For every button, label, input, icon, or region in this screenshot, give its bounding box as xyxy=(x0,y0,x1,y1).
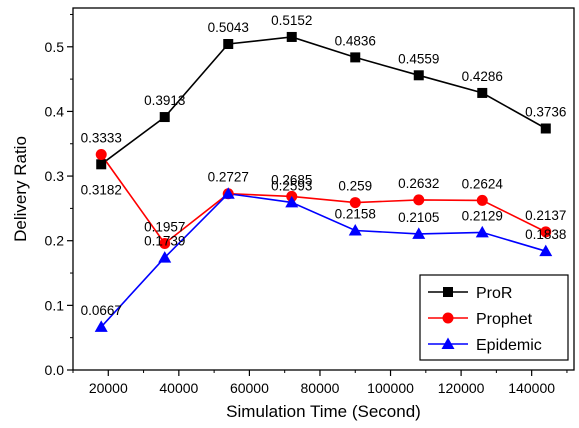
y-tick-label: 0.3 xyxy=(45,168,65,184)
series-markers xyxy=(94,31,553,332)
plot-area xyxy=(72,7,575,371)
legend-marker-pror xyxy=(443,287,453,297)
y-tick-label: 0.1 xyxy=(45,297,65,313)
data-point-epidemic xyxy=(158,251,172,263)
data-point-epidemic xyxy=(285,195,299,208)
x-tick-label: 100000 xyxy=(367,380,414,396)
data-labels: 0.3182 0.3913 0.5043 0.5152 0.4836 0.4559 0.42… xyxy=(81,13,567,318)
data-point-pror xyxy=(286,31,297,42)
legend: ProR Prophet Epidemic xyxy=(419,274,569,361)
series-line-pror xyxy=(100,36,547,165)
y-axis-title: Delivery Ratio xyxy=(11,136,30,242)
data-label-pror: 0.4286 xyxy=(462,69,503,84)
data-point-epidemic xyxy=(539,244,553,257)
data-point-prophet xyxy=(159,237,171,249)
data-label-pror: 0.3736 xyxy=(525,104,566,119)
data-label-epidemic: 0.0667 xyxy=(81,303,122,318)
data-label-prophet: 0.2137 xyxy=(525,208,566,223)
data-label-prophet: 0.2632 xyxy=(398,176,439,191)
data-label-epidemic: 0.1838 xyxy=(525,227,566,242)
x-tick-label: 20000 xyxy=(89,380,128,396)
data-label-prophet: 0.3333 xyxy=(81,131,122,146)
data-label-pror: 0.4836 xyxy=(335,33,376,48)
data-label-pror: 0.4559 xyxy=(398,51,439,66)
data-point-pror xyxy=(223,39,234,50)
data-label-prophet: 0.2727 xyxy=(208,170,249,185)
data-point-epidemic xyxy=(221,187,235,199)
x-tick-label: 80000 xyxy=(301,380,340,396)
data-point-pror xyxy=(540,123,551,134)
data-point-epidemic xyxy=(412,227,426,239)
x-tick-label: 60000 xyxy=(230,380,269,396)
data-label-epidemic: 0.1739 xyxy=(144,234,185,249)
data-label-prophet: 0.2624 xyxy=(462,176,504,191)
y-tick-label: 0.4 xyxy=(45,103,65,119)
legend-label-pror: ProR xyxy=(476,285,512,302)
data-point-pror xyxy=(96,159,107,170)
data-label-pror: 0.5152 xyxy=(271,13,312,28)
legend-marker-epidemic xyxy=(441,337,455,349)
data-point-pror xyxy=(159,112,170,123)
data-point-prophet xyxy=(95,149,107,161)
legend-marker-prophet xyxy=(442,312,454,324)
data-label-prophet: 0.1957 xyxy=(144,219,185,234)
series-lines xyxy=(100,36,547,328)
legend-label-epidemic: Epidemic xyxy=(476,337,542,354)
x-axis-title: Simulation Time (Second) xyxy=(226,402,421,421)
axis-ticks: 0.0 0.1 0.2 0.3 0.4 0.5 20000 40000 60000 80000 10… xyxy=(45,13,568,396)
data-label-epidemic: 0.2593 xyxy=(271,178,312,193)
series-line-epidemic xyxy=(100,192,547,328)
data-point-prophet xyxy=(413,194,425,206)
data-point-pror xyxy=(413,70,424,81)
y-tick-label: 0.5 xyxy=(45,39,65,55)
data-label-epidemic: 0.2158 xyxy=(335,207,376,222)
data-point-pror xyxy=(477,87,488,98)
data-point-epidemic xyxy=(348,224,362,236)
data-label-pror: 0.3182 xyxy=(81,182,122,197)
data-point-prophet xyxy=(476,194,488,206)
x-tick-label: 40000 xyxy=(159,380,198,396)
data-label-pror: 0.5043 xyxy=(208,20,249,35)
data-point-prophet xyxy=(540,226,552,238)
data-label-pror: 0.3913 xyxy=(144,93,185,108)
data-point-prophet xyxy=(349,197,361,209)
data-point-epidemic xyxy=(94,320,108,332)
data-label-epidemic: 0.2105 xyxy=(398,210,439,225)
x-tick-label: 140000 xyxy=(508,380,555,396)
legend-label-prophet: Prophet xyxy=(476,311,533,328)
plot-border xyxy=(72,7,575,371)
data-label-prophet: 0.259 xyxy=(338,179,372,194)
x-tick-label: 120000 xyxy=(438,380,485,396)
series-line-prophet xyxy=(100,154,547,245)
data-point-pror xyxy=(350,52,361,63)
data-label-epidemic: 0.2129 xyxy=(462,208,503,223)
data-point-epidemic xyxy=(475,225,489,238)
y-tick-label: 0.2 xyxy=(45,233,65,249)
data-label-prophet: 0.2685 xyxy=(271,172,312,187)
y-tick-label: 0.0 xyxy=(45,362,65,378)
